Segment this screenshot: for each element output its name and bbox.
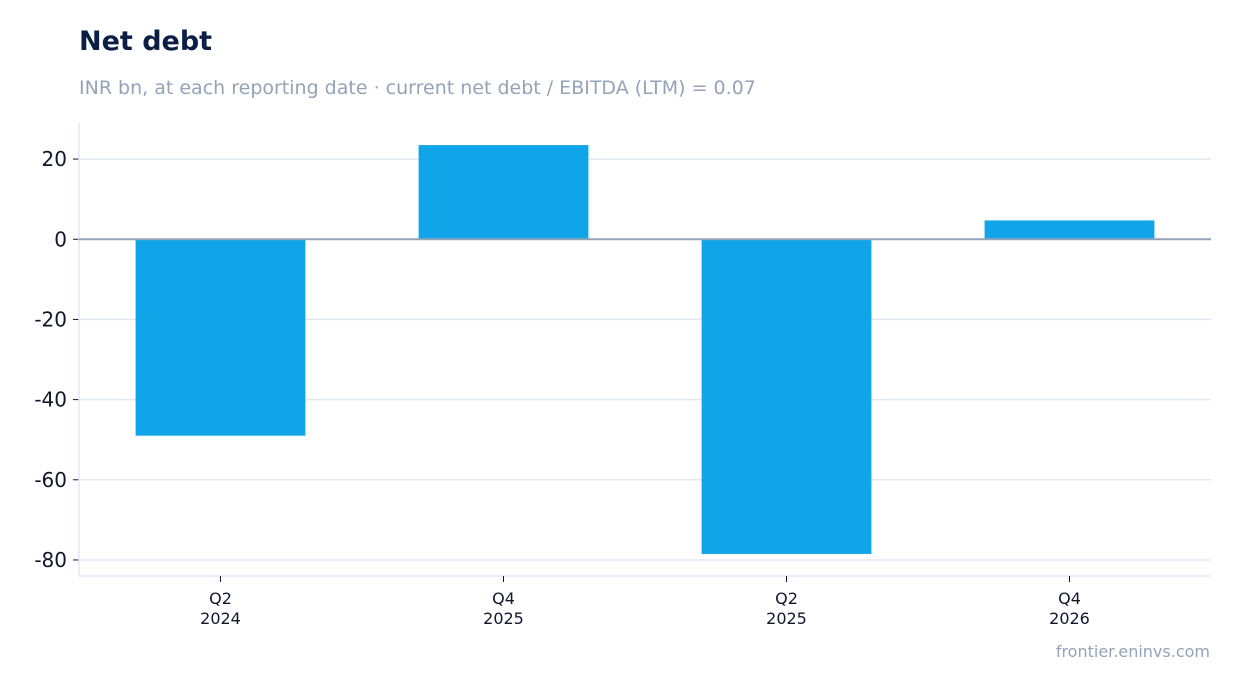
source-footer: frontier.eninvs.com (1055, 642, 1210, 661)
bar (984, 220, 1155, 240)
x-tick-label: Q4 2025 (483, 589, 524, 628)
x-tick-label-line: 2025 (483, 609, 524, 628)
x-tick-label: Q4 2026 (1049, 589, 1090, 628)
y-tick-label: 0 (54, 227, 67, 251)
x-tick-label-line: Q2 (775, 589, 798, 608)
y-tick-label: 20 (42, 147, 67, 171)
x-tick-label-line: Q4 (1058, 589, 1081, 608)
y-tick-label: -60 (34, 468, 67, 492)
y-tick-labels: 20 0 -20 -40 -60 -80 (34, 147, 67, 572)
x-tick-label-line: Q2 (209, 589, 232, 608)
chart-subtitle: INR bn, at each reporting date · current… (79, 77, 756, 99)
bar (135, 239, 306, 436)
axis-layer (73, 123, 1211, 582)
y-tick-label: -20 (34, 307, 67, 331)
x-tick-label-line: 2026 (1049, 609, 1090, 628)
y-tick-label: -40 (34, 388, 67, 412)
x-tick-label-line: Q4 (492, 589, 515, 608)
x-tick-label-line: 2024 (200, 609, 241, 628)
bar (701, 239, 872, 554)
x-tick-label: Q2 2024 (200, 589, 241, 628)
x-tick-label: Q2 2025 (766, 589, 807, 628)
bar (418, 145, 589, 240)
bar-layer (135, 145, 1155, 554)
y-tick-label: -80 (34, 548, 67, 572)
chart-title: Net debt (79, 26, 213, 57)
x-tick-label-line: 2025 (766, 609, 807, 628)
